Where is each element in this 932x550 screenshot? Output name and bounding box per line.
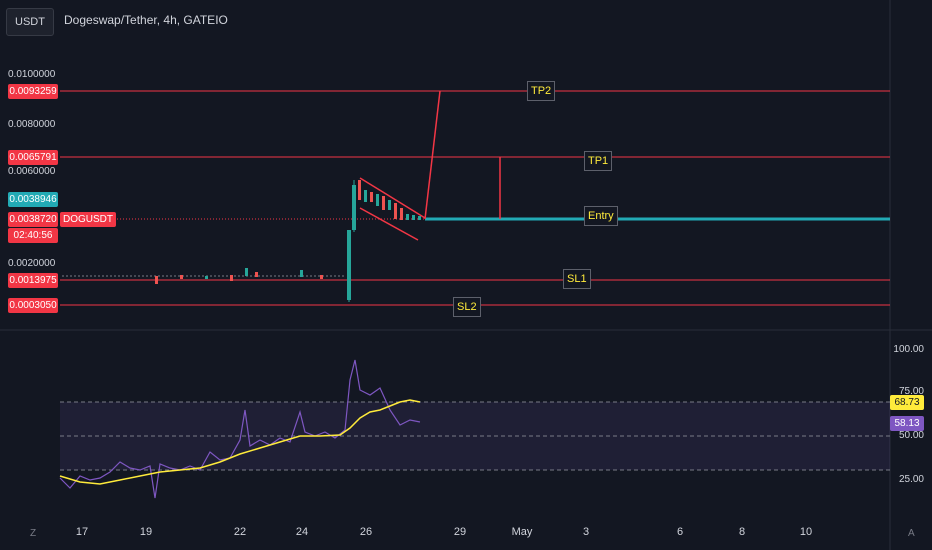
x-axis-label: 22	[233, 526, 247, 538]
entry-label[interactable]: Entry	[584, 206, 618, 226]
x-axis-label: 19	[139, 526, 153, 538]
sl2-label[interactable]: SL2	[453, 297, 481, 317]
price-axis-label: 0.0020000	[8, 258, 56, 269]
tp2-price-tag: 0.0093259	[8, 84, 58, 99]
x-axis-label: 10	[799, 526, 813, 538]
chart-title: Dogeswap/Tether, 4h, GATEIO	[64, 13, 228, 27]
sl1-price-tag: 0.0013975	[8, 273, 58, 288]
x-axis-label: 6	[676, 526, 684, 538]
x-axis-label: 17	[75, 526, 89, 538]
x-axis-label: 3	[582, 526, 590, 538]
rsi-axis-label: 50.00	[898, 430, 924, 441]
auto-scale-button[interactable]: A	[908, 528, 915, 539]
tp1-price-tag: 0.0065791	[8, 150, 58, 165]
price-axis-label: 0.0080000	[8, 119, 56, 130]
x-axis-label: 24	[295, 526, 309, 538]
tp2-projection	[424, 90, 441, 220]
candles-flat	[62, 268, 345, 284]
sl2-price-tag: 0.0003050	[8, 298, 58, 313]
candles-pump	[347, 180, 421, 302]
x-axis-label: May	[511, 526, 533, 538]
timezone-button[interactable]: Z	[30, 528, 37, 539]
rsi-axis-label: 25.00	[898, 474, 924, 485]
symbol-price-tag: DOGUSDT	[60, 212, 116, 227]
tp2-label[interactable]: TP2	[527, 81, 556, 101]
top-bar: USDT Dogeswap/Tether, 4h, GATEIO	[0, 0, 932, 44]
price-axis-label: 0.0100000	[8, 69, 56, 80]
bar-countdown: 02:40:56	[8, 228, 58, 243]
pennant-lower	[359, 207, 419, 241]
tp1-label[interactable]: TP1	[584, 151, 613, 171]
x-axis-label: 26	[359, 526, 373, 538]
rsi-axis-label: 100.00	[893, 344, 924, 355]
x-axis-label: 29	[453, 526, 467, 538]
symbol-button[interactable]: USDT	[6, 8, 54, 36]
rsi-line	[59, 359, 421, 499]
x-axis-label: 8	[738, 526, 746, 538]
sl1-label[interactable]: SL1	[563, 269, 591, 289]
last-price-tag: 0.0038946	[8, 192, 58, 207]
rsi-value-tag: 58.13	[890, 416, 924, 431]
pennant-upper	[359, 177, 426, 219]
price-axis-label: 0.0060000	[8, 166, 56, 177]
rsi-ma-line	[59, 399, 421, 485]
rsi-axis-label: 75.00	[898, 386, 924, 397]
rsi-ma-value-tag: 68.73	[890, 395, 924, 410]
current-price-tag: 0.0038720	[8, 212, 58, 227]
